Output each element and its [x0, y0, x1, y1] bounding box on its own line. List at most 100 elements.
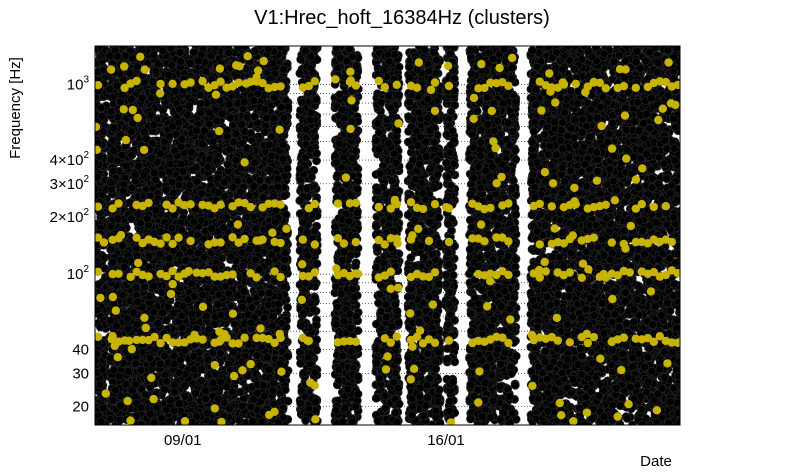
trigger-point — [156, 149, 166, 159]
trigger-point — [186, 279, 196, 289]
trigger-point — [147, 93, 157, 103]
trigger-point — [180, 391, 190, 401]
trigger-point — [174, 104, 184, 114]
trigger-point — [193, 248, 203, 258]
trigger-point — [248, 416, 257, 425]
trigger-point — [212, 116, 222, 126]
trigger-point — [165, 159, 175, 169]
trigger-point — [121, 161, 131, 171]
trigger-point — [256, 288, 266, 298]
trigger-point — [177, 135, 187, 144]
trigger-point — [139, 170, 149, 180]
trigger-point — [239, 287, 249, 296]
trigger-point — [97, 190, 107, 200]
trigger-point — [118, 186, 128, 196]
trigger-point — [149, 281, 159, 291]
trigger-point — [95, 172, 102, 182]
trigger-point — [157, 169, 167, 179]
trigger-point — [279, 113, 289, 123]
trigger-point — [206, 51, 216, 61]
trigger-point — [123, 314, 132, 324]
trigger-point — [181, 256, 190, 265]
trigger-point — [269, 378, 279, 388]
trigger-point — [118, 241, 127, 250]
trigger-point — [185, 58, 195, 68]
trigger-point — [164, 253, 174, 263]
trigger-point — [282, 164, 292, 174]
trigger-point — [153, 59, 163, 69]
trigger-point — [257, 417, 267, 425]
trigger-point — [273, 182, 283, 192]
trigger-point — [249, 158, 259, 168]
trigger-point — [155, 359, 165, 369]
trigger-point — [260, 104, 270, 114]
trigger-point — [195, 108, 205, 118]
trigger-point — [125, 69, 135, 78]
trigger-point — [242, 212, 252, 222]
trigger-point — [192, 176, 202, 186]
trigger-point — [204, 119, 214, 129]
trigger-point — [96, 416, 106, 425]
trigger-point — [279, 281, 289, 291]
trigger-point — [208, 347, 218, 357]
trigger-point — [224, 100, 234, 109]
trigger-point — [259, 313, 269, 323]
trigger-point — [184, 180, 194, 190]
trigger-point — [265, 165, 275, 175]
trigger-point — [283, 396, 293, 406]
trigger-point — [246, 318, 256, 328]
trigger-point — [167, 60, 177, 70]
trigger-point — [280, 385, 290, 395]
trigger-point — [150, 168, 159, 178]
trigger-point — [183, 110, 192, 120]
trigger-point — [149, 50, 158, 60]
plot-area — [94, 45, 681, 426]
trigger-point — [258, 381, 268, 390]
trigger-point — [95, 280, 103, 289]
trigger-point — [131, 379, 140, 389]
trigger-point — [269, 192, 279, 201]
trigger-point — [163, 302, 173, 312]
trigger-point — [169, 188, 178, 198]
trigger-point — [108, 135, 117, 145]
trigger-point — [227, 387, 237, 397]
trigger-point — [105, 51, 115, 61]
trigger-point — [95, 247, 102, 257]
trigger-point — [202, 408, 212, 418]
trigger-point — [280, 248, 290, 258]
trigger-point — [223, 159, 233, 169]
trigger-point — [274, 299, 284, 309]
trigger-point — [145, 353, 155, 363]
trigger-point — [189, 47, 199, 57]
trigger-point — [269, 93, 279, 102]
trigger-point — [96, 103, 106, 113]
trigger-point — [129, 307, 139, 317]
trigger-point — [268, 321, 277, 331]
trigger-point — [156, 413, 166, 423]
trigger-point — [269, 114, 279, 123]
trigger-point — [164, 167, 174, 177]
trigger-point — [279, 263, 289, 273]
trigger-point — [262, 113, 272, 123]
trigger-point — [269, 399, 279, 409]
trigger-point — [112, 81, 122, 91]
trigger-point — [263, 257, 273, 267]
trigger-point — [126, 150, 136, 160]
trigger-point — [262, 272, 272, 282]
trigger-point — [217, 109, 227, 119]
trigger-point — [247, 302, 257, 312]
trigger-point — [211, 46, 221, 52]
trigger-point — [162, 405, 171, 415]
trigger-point — [234, 415, 244, 425]
trigger-point — [165, 395, 175, 405]
trigger-point — [275, 359, 285, 369]
trigger-point — [169, 146, 179, 156]
trigger-point — [159, 384, 169, 394]
trigger-point — [97, 111, 107, 121]
trigger-point — [112, 321, 121, 331]
trigger-point — [105, 84, 115, 94]
trigger-point — [162, 376, 171, 386]
trigger-point — [228, 182, 238, 192]
trigger-point — [109, 146, 119, 156]
trigger-point — [185, 247, 195, 257]
